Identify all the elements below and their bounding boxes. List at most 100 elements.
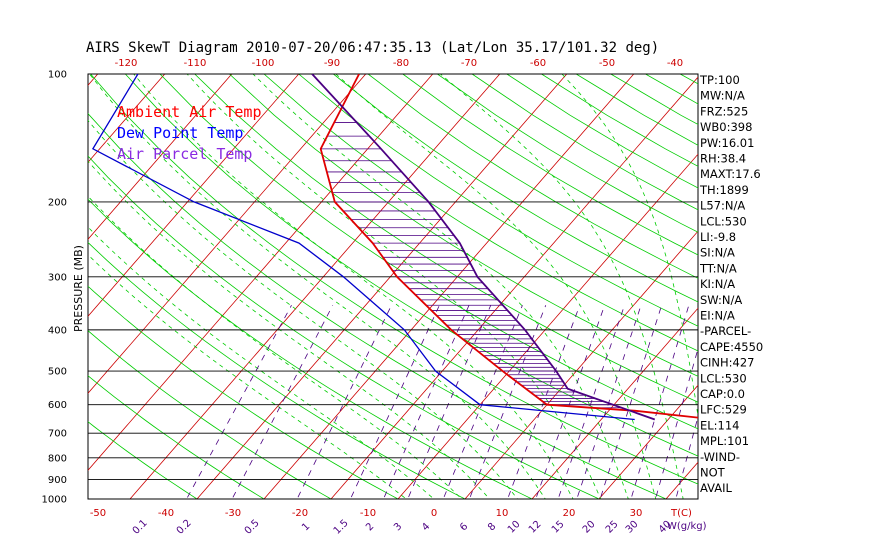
mixing-ratio-tick-label: 30 (624, 519, 641, 536)
isotherm-line (464, 230, 698, 499)
isotherm-line (88, 74, 367, 394)
dry-adiabat-line (159, 74, 698, 430)
legend-entry: Dew Point Temp (117, 124, 243, 142)
mixing-ratio-line (383, 305, 470, 499)
dry-adiabat-line (88, 198, 533, 499)
pressure-tick-label: 200 (48, 197, 67, 208)
index-item: SI:N/A (700, 246, 735, 260)
parcel-temp-line (311, 74, 656, 421)
moist-adiabat-line (335, 74, 657, 499)
index-item: CINH:427 (700, 356, 755, 370)
moist-adiabat-line (440, 74, 684, 499)
mixing-ratio-axis: 0.1 0.2 0.5 1 1.5 2 3 4 6 8 10 12 15 20 25 30 40 (131, 518, 674, 537)
sounding-series (91, 74, 698, 421)
index-item: LFC:529 (700, 403, 747, 417)
mixing-ratio-tick-label: 4 (420, 521, 432, 533)
pressure-tick-label: 800 (48, 453, 67, 464)
dry-adiabat-line (194, 74, 698, 403)
cape-hatching (320, 122, 622, 409)
mixing-ratio-tick-label: 0.1 (131, 518, 150, 537)
top-temp-tick-label: -60 (530, 58, 546, 69)
pressure-tick-label: 700 (48, 429, 67, 440)
top-temp-tick-label: -100 (252, 58, 275, 69)
moist-adiabat-line (88, 195, 463, 499)
moist-adiabat-line (88, 119, 518, 499)
dry-adiabat-line (88, 421, 198, 499)
mixing-ratio-tick-label: 0.5 (243, 518, 262, 537)
index-item: -WIND- (700, 450, 740, 464)
x-axis-label: T(C) (670, 508, 692, 519)
pressure-tick-label: 600 (48, 400, 67, 411)
moist-adiabat-line (186, 74, 602, 499)
index-item: EI:N/A (700, 309, 735, 323)
pressure-axis: 100 200 300 400 500 600 700 800 900 1000 (42, 70, 67, 506)
moist-adiabat-line (133, 74, 574, 499)
index-item: PW:16.01 (700, 136, 754, 150)
index-item: L57:N/A (700, 199, 745, 213)
index-item: CAP:0.0 (700, 387, 745, 401)
mixing-ratio-label: W(g/kg) (667, 521, 707, 532)
pressure-tick-label: 400 (48, 325, 67, 336)
moist-adiabat-line (88, 254, 407, 499)
index-item: NOT (700, 466, 726, 480)
mixing-ratio-tick-label: 1.5 (332, 518, 351, 537)
dry-adiabat-line (367, 74, 698, 279)
isotherm-line (531, 307, 698, 499)
dry-adiabat-line (229, 74, 698, 377)
dry-adiabat-line (506, 74, 698, 189)
dry-adiabat-line (645, 74, 698, 105)
y-axis-label: PRESSURE (MB) (72, 245, 85, 332)
dry-adiabat-line (298, 74, 698, 327)
isotherm-lines (88, 74, 870, 508)
bottom-temp-tick-label: 0 (431, 508, 437, 519)
dry-adiabat-line (437, 74, 698, 233)
mixing-ratio-tick-label: 25 (604, 519, 621, 536)
mixing-ratio-tick-label: 15 (550, 519, 567, 536)
index-item: SW:N/A (700, 293, 742, 307)
mixing-ratio-tick-label: 2 (364, 521, 376, 533)
index-item: LI:-9.8 (700, 230, 736, 244)
bottom-temp-tick-label: -50 (90, 508, 106, 519)
index-item: TP:100 (699, 73, 740, 87)
dry-adiabat-line (333, 74, 698, 303)
mixing-ratio-line (350, 305, 440, 499)
mixing-ratio-line (186, 305, 292, 499)
index-item: CAPE:4550 (700, 340, 763, 354)
chart-title: AIRS SkewT Diagram 2010-07-20/06:47:35.1… (86, 40, 659, 56)
index-item: LCL:530 (700, 371, 747, 385)
dry-adiabat-line (88, 285, 399, 499)
pressure-tick-label: 900 (48, 475, 67, 486)
bottom-temp-tick-label: 20 (563, 508, 576, 519)
isotherm-line (792, 74, 870, 508)
moist-adiabat-line (89, 74, 546, 499)
mixing-ratio-tick-label: 8 (486, 521, 498, 533)
isotherm-line (330, 76, 698, 499)
bottom-temp-tick-label: 10 (496, 508, 509, 519)
mixing-ratio-tick-label: 0.2 (175, 518, 194, 537)
dry-adiabat-line (88, 241, 466, 499)
index-item: -PARCEL- (700, 324, 751, 338)
mixing-ratio-tick-label: 3 (392, 521, 404, 533)
dry-adiabat-line (402, 74, 698, 256)
dry-adiabat-line (88, 375, 265, 499)
dry-adiabat-lines (88, 74, 870, 508)
isotherm-line (263, 74, 635, 499)
dry-adiabat-line (784, 74, 870, 508)
pressure-tick-label: 100 (48, 70, 67, 81)
mixing-ratio-tick-label: 20 (581, 519, 598, 536)
dry-adiabat-line (88, 155, 600, 499)
bottom-temp-tick-label: 30 (630, 508, 643, 519)
isotherm-line (598, 384, 698, 499)
index-item: RH:38.4 (700, 152, 746, 166)
bottom-temp-tick-label: -40 (158, 508, 174, 519)
moist-adiabat-lines (88, 74, 698, 499)
dry-adiabat-line (750, 74, 870, 508)
index-item: LCL:530 (700, 214, 747, 228)
top-temp-tick-label: -90 (324, 58, 340, 69)
legend-entry: Air Parcel Temp (117, 145, 252, 163)
dry-adiabat-line (88, 330, 332, 499)
pressure-tick-label: 500 (48, 367, 67, 378)
mixing-ratio-tick-label: 10 (506, 519, 523, 536)
index-item: FRZ:525 (700, 104, 748, 118)
